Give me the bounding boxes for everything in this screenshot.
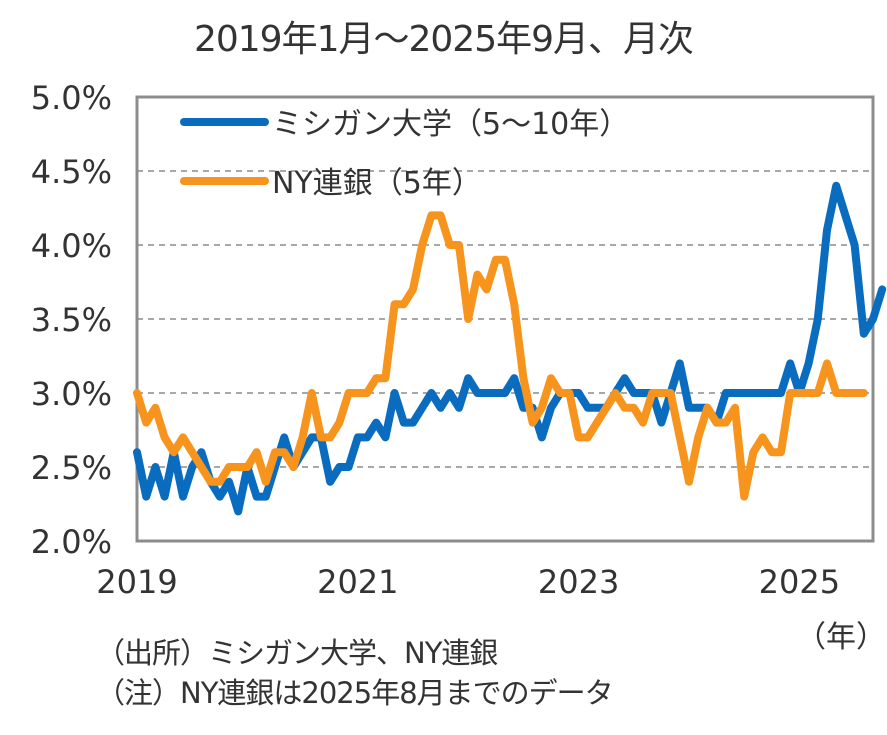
source-note: （出所）ミシガン大学、NY連銀 [96, 636, 498, 670]
y-tick-label: 5.0% [31, 79, 112, 117]
y-tick-label: 4.5% [31, 153, 112, 191]
legend-label-michigan: ミシガン大学（5～10年） [272, 107, 629, 142]
x-axis-ticks: 2019 2021 2023 2025 [96, 563, 840, 601]
x-tick-label: 2019 [96, 563, 177, 601]
x-tick-label: 2023 [538, 563, 619, 601]
x-tick-label: 2021 [317, 563, 398, 601]
y-tick-label: 2.5% [31, 449, 112, 487]
x-axis-unit-label: （年） [796, 620, 886, 655]
y-tick-label: 3.0% [31, 375, 112, 413]
legend-label-nyfed: NY連銀（5年） [272, 166, 482, 201]
series-lines [133, 181, 887, 516]
legend: ミシガン大学（5～10年） NY連銀（5年） [180, 107, 629, 201]
y-tick-label: 4.0% [31, 227, 112, 265]
y-tick-label: 2.0% [31, 523, 112, 561]
y-axis-ticks: 5.0% 4.5% 4.0% 3.5% 3.0% 2.5% 2.0% [31, 79, 112, 561]
series-line-michigan [133, 181, 887, 516]
x-tick-label: 2025 [759, 563, 840, 601]
chart-title: 2019年1月～2025年9月、月次 [193, 19, 694, 60]
gridlines [137, 170, 873, 468]
data-note: （注）NY連銀は2025年8月までのデータ [96, 676, 614, 710]
y-tick-label: 3.5% [31, 301, 112, 339]
series-line-nyfed [133, 211, 868, 501]
